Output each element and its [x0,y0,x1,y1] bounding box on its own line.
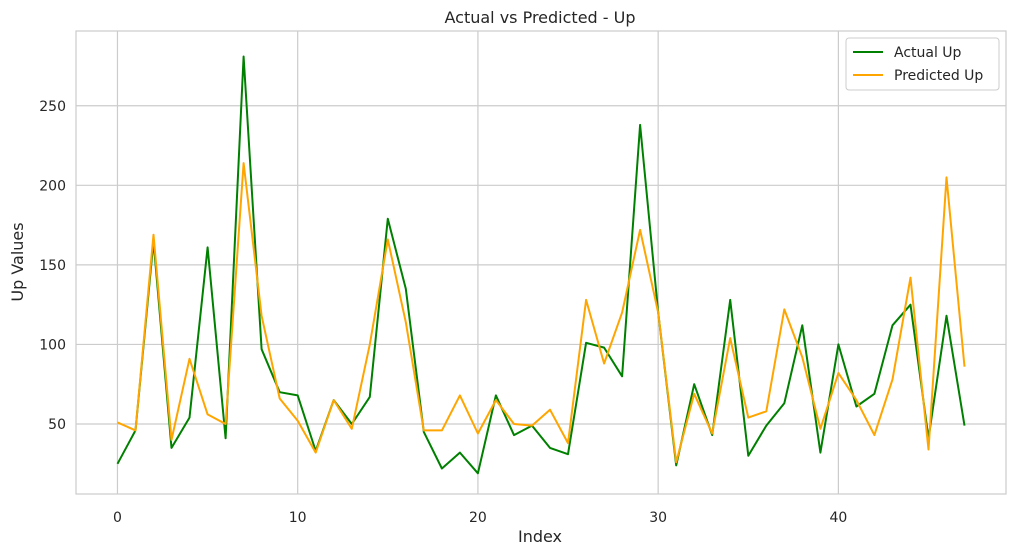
series-line-actual-up [116,55,966,475]
x-tick-label: 20 [469,510,487,526]
legend-label-actual-up: Actual Up [894,45,962,61]
x-axis-ticks: 0 10 20 30 40 [113,510,847,526]
x-axis-label: Index [518,527,562,546]
y-tick-label: 100 [39,337,66,353]
y-tick-label: 250 [39,99,66,115]
series-line-predicted-up [117,162,966,464]
chart-title: Actual vs Predicted - Up [444,8,635,27]
legend-box [845,37,1000,91]
legend: Actual Up Predicted Up [845,37,1000,91]
y-tick-label: 150 [39,258,66,274]
legend-label-predicted-up: Predicted Up [894,68,983,84]
y-axis-label: Up Values [8,222,27,301]
x-tick-label: 40 [829,510,847,526]
y-tick-label: 200 [39,178,66,194]
grid-lines [76,31,1006,494]
y-axis-ticks: 50 100 150 200 250 [39,99,66,433]
y-tick-label: 50 [48,417,66,433]
x-tick-label: 10 [289,510,307,526]
plot-area-frame [75,30,1007,495]
x-tick-label: 0 [113,510,122,526]
series-lines [116,55,966,475]
x-tick-label: 30 [649,510,667,526]
